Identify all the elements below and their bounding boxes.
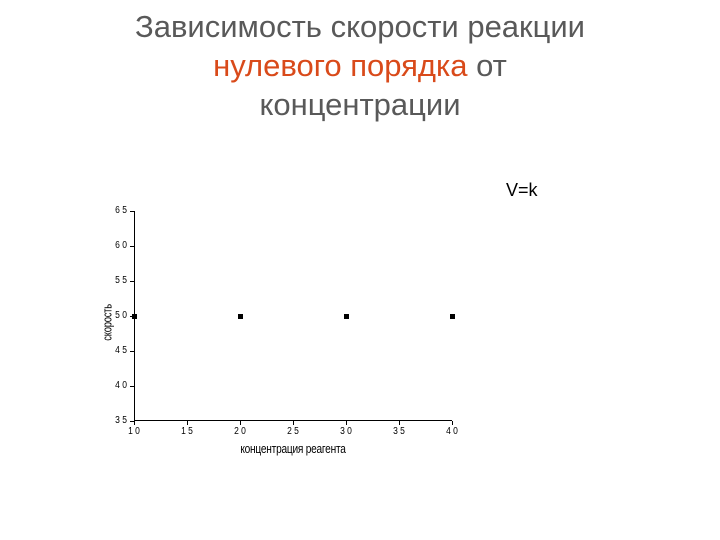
equation: V=k [506, 180, 538, 201]
y-tick-mark [130, 351, 134, 352]
title-line-2: нулевого порядка от [0, 47, 720, 86]
y-tick-label: 5 0 [102, 310, 128, 321]
y-tick-mark [130, 386, 134, 387]
x-tick-mark [452, 421, 453, 425]
y-tick-label: 4 5 [102, 345, 128, 356]
data-point [344, 314, 349, 319]
title-line-1: Зависимость скорости реакции [0, 8, 720, 47]
x-tick-mark [187, 421, 188, 425]
chart: скорость концентрация реагента 3 54 04 5… [72, 205, 464, 465]
slide-title: Зависимость скорости реакции нулевого по… [0, 0, 720, 124]
x-tick-mark [346, 421, 347, 425]
title-text-3: концентрации [259, 87, 460, 122]
y-tick-label: 4 0 [102, 380, 128, 391]
x-tick-label: 2 0 [227, 426, 253, 437]
x-tick-label: 3 5 [386, 426, 412, 437]
x-tick-label: 2 5 [280, 426, 306, 437]
y-tick-mark [130, 211, 134, 212]
x-tick-label: 4 0 [439, 426, 465, 437]
title-line-3: концентрации [0, 86, 720, 125]
title-accent: нулевого порядка [213, 48, 467, 83]
x-tick-mark [240, 421, 241, 425]
x-tick-mark [134, 421, 135, 425]
x-tick-label: 3 0 [333, 426, 359, 437]
x-tick-label: 1 0 [121, 426, 147, 437]
x-tick-mark [293, 421, 294, 425]
data-point [238, 314, 243, 319]
y-tick-label: 5 5 [102, 275, 128, 286]
y-tick-label: 6 0 [102, 240, 128, 251]
y-tick-mark [130, 246, 134, 247]
data-point [132, 314, 137, 319]
y-tick-label: 3 5 [102, 415, 128, 426]
data-point [450, 314, 455, 319]
title-text-1: Зависимость скорости реакции [135, 9, 585, 44]
y-tick-label: 6 5 [102, 205, 128, 216]
x-tick-label: 1 5 [174, 426, 200, 437]
plot-area [134, 211, 452, 421]
y-tick-mark [130, 281, 134, 282]
title-text-2b: от [468, 48, 507, 83]
x-axis-label: концентрация реагента [223, 441, 363, 456]
x-tick-mark [399, 421, 400, 425]
